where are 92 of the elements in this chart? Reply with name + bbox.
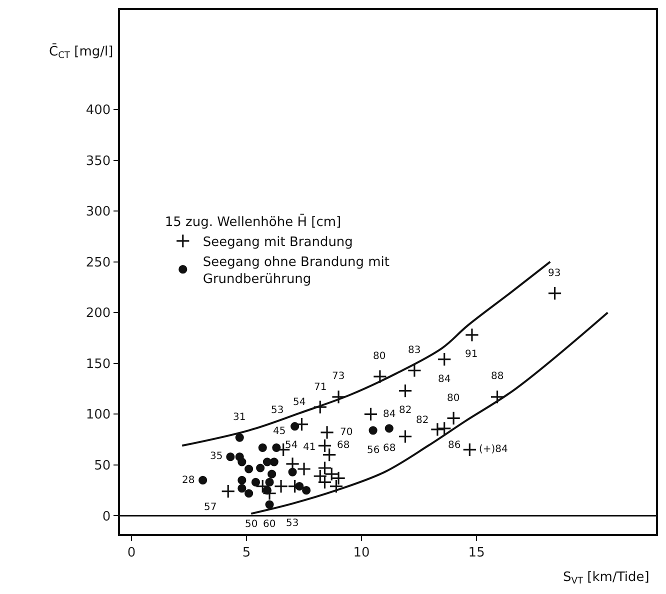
annotation: 57 — [204, 502, 217, 513]
point — [331, 390, 346, 404]
annotation: 28 — [182, 475, 195, 486]
annotation: 60 — [263, 519, 276, 530]
annotation: 80 — [447, 393, 460, 404]
point — [407, 363, 422, 378]
point — [238, 458, 246, 466]
point — [446, 411, 461, 426]
point — [296, 462, 312, 476]
annotation: (+)84 — [479, 444, 508, 455]
point — [302, 486, 311, 495]
point — [490, 390, 504, 404]
annotation: 80 — [373, 351, 386, 362]
x-tick-label: 0 — [127, 545, 136, 560]
point — [320, 425, 334, 440]
annotation: 54 — [293, 397, 306, 408]
point — [274, 479, 288, 494]
y-tick-label: 50 — [94, 458, 111, 474]
point — [372, 370, 388, 384]
point — [368, 426, 378, 435]
point — [251, 478, 260, 487]
annotation: 68 — [337, 440, 350, 451]
point — [238, 476, 246, 484]
annotation: 35 — [210, 451, 223, 462]
point — [329, 479, 344, 494]
y-axis-title: C̄$_{CT}$ [mg/l] — [49, 43, 114, 62]
annotation: 82 — [399, 405, 412, 416]
point — [265, 478, 274, 487]
point — [295, 482, 304, 491]
annotation: 84 — [383, 409, 396, 420]
point — [198, 476, 208, 484]
point — [272, 443, 281, 452]
y-tick-label: 300 — [86, 204, 111, 220]
point — [265, 500, 274, 509]
point — [437, 352, 452, 366]
y-tick-label: 0 — [102, 509, 111, 524]
point — [262, 458, 272, 466]
annotation: 83 — [408, 345, 421, 356]
annotation: 31 — [233, 412, 246, 423]
point — [384, 424, 394, 433]
point — [268, 470, 276, 478]
annotation: 91 — [465, 349, 478, 360]
legend-label: Seegang ohne Brandung mit Grundberührung — [202, 254, 390, 287]
point — [430, 422, 445, 436]
y-tick-label: 400 — [86, 103, 111, 118]
point — [221, 484, 236, 498]
y-tick-label: 350 — [86, 154, 111, 169]
point — [437, 421, 452, 436]
point — [256, 464, 265, 472]
point — [270, 458, 278, 466]
annotation: 82 — [416, 415, 429, 426]
annotation: 56 — [367, 445, 380, 456]
point — [288, 468, 297, 476]
annotation: 84 — [438, 374, 451, 385]
annotation: 73 — [332, 371, 345, 382]
annotation: 53 — [286, 518, 299, 529]
point — [244, 489, 254, 498]
x-tick-label: 10 — [353, 545, 370, 560]
point — [244, 464, 254, 474]
x-tick-label: 15 — [468, 545, 485, 560]
annotation: 50 — [245, 519, 258, 530]
y-tick-label: 150 — [86, 356, 111, 372]
point — [364, 407, 378, 422]
point — [462, 442, 477, 457]
annotation: 41 — [303, 442, 316, 453]
annotation: 54 — [285, 440, 298, 451]
x-axis-title: S$_{VT}$ [km/Tide] — [563, 570, 650, 587]
point — [398, 429, 412, 444]
legend-title: 15 zug. Wellenhöhe H̄ [cm] — [164, 214, 342, 230]
y-tick-label: 250 — [86, 255, 111, 270]
point — [226, 452, 235, 462]
y-tick-label: 100 — [86, 408, 111, 423]
y-tick-label: 200 — [86, 306, 111, 322]
point — [235, 433, 244, 442]
annotation: 71 — [314, 382, 327, 393]
point — [464, 328, 480, 342]
point — [290, 422, 300, 431]
annotation: 68 — [383, 443, 396, 454]
point — [262, 486, 272, 495]
annotation: 88 — [491, 371, 504, 382]
point — [238, 484, 246, 493]
annotation: 86 — [448, 440, 461, 451]
x-tick-label: 5 — [242, 545, 251, 560]
point — [313, 400, 328, 414]
annotation: 45 — [273, 426, 286, 437]
annotation: 53 — [271, 405, 284, 416]
point — [398, 384, 412, 398]
point — [258, 443, 267, 452]
legend-label: Seegang mit Brandung — [202, 235, 353, 250]
annotation: 70 — [340, 427, 353, 438]
annotation: 93 — [548, 268, 561, 279]
point — [548, 286, 562, 300]
